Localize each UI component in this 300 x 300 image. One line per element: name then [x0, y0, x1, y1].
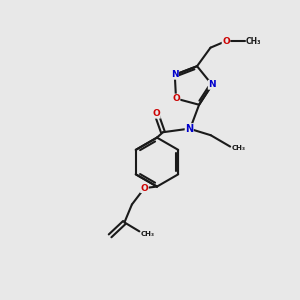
Text: CH₃: CH₃	[246, 37, 262, 46]
Text: O: O	[172, 94, 180, 103]
Text: O: O	[222, 37, 230, 46]
Text: CH₃: CH₃	[141, 231, 155, 237]
Text: N: N	[208, 80, 216, 89]
Text: O: O	[141, 184, 148, 193]
Text: O: O	[152, 109, 160, 118]
Text: CH₃: CH₃	[232, 145, 246, 151]
Text: N: N	[171, 70, 178, 79]
Text: N: N	[185, 124, 193, 134]
